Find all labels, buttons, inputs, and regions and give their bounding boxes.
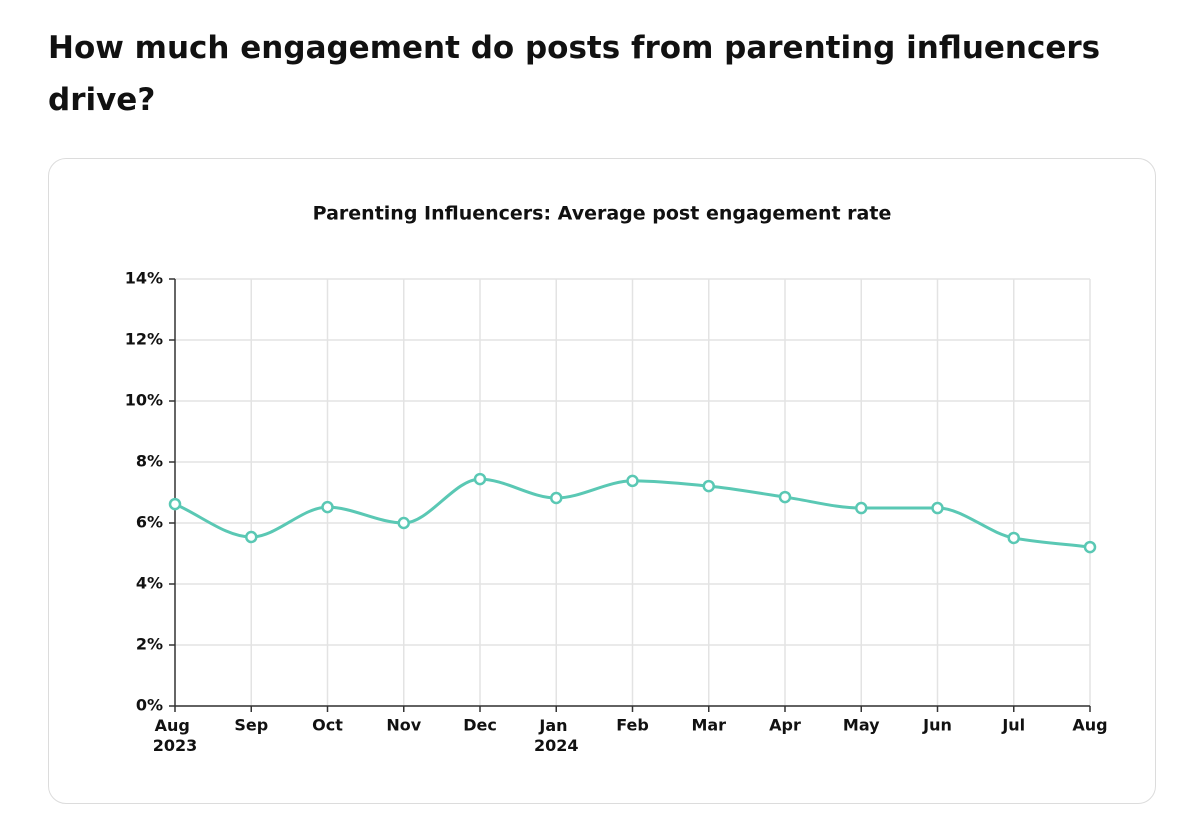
point: [321, 500, 334, 514]
chart-card: [48, 158, 1156, 804]
x-tick-label: Nov: [386, 716, 421, 735]
x-tick-label: Apr: [769, 716, 801, 735]
x-tick-label: Feb: [616, 716, 649, 735]
y-tick-label: 4%: [136, 574, 163, 593]
point: [168, 497, 182, 511]
x-tick-label: Jan 2024: [534, 716, 579, 755]
y-tick-label: 12%: [125, 330, 163, 349]
x-tick-label: Jun: [922, 716, 952, 735]
point: [702, 479, 715, 493]
y-tick-label: 6%: [136, 513, 163, 532]
point: [550, 491, 563, 505]
x-tick-label: Sep: [234, 716, 268, 735]
x-tick-label: Dec: [463, 716, 497, 735]
y-tick-label: 8%: [136, 452, 163, 471]
y-tick-label: 0%: [136, 696, 163, 715]
y-tick-label: 2%: [136, 635, 163, 654]
y-tick-label: 10%: [125, 391, 163, 410]
point: [397, 516, 410, 530]
chart-title: Parenting Influencers: Average post enga…: [313, 203, 892, 225]
point: [778, 490, 792, 504]
point: [1083, 540, 1097, 554]
x-tick-label: Aug: [1072, 716, 1107, 735]
x-tick-label: Aug 2023: [153, 716, 198, 755]
x-tick-label: May: [843, 716, 880, 735]
y-tick-label: 14%: [125, 269, 163, 288]
point: [855, 501, 868, 515]
point: [626, 474, 639, 488]
point: [245, 530, 258, 544]
page-heading: How much engagement do posts from parent…: [48, 30, 1101, 118]
x-tick-label: Mar: [691, 716, 726, 735]
point: [473, 472, 487, 486]
point: [1007, 531, 1020, 545]
x-tick-label: Jul: [1001, 716, 1025, 735]
x-tick-label: Oct: [312, 716, 343, 735]
point: [931, 501, 944, 515]
